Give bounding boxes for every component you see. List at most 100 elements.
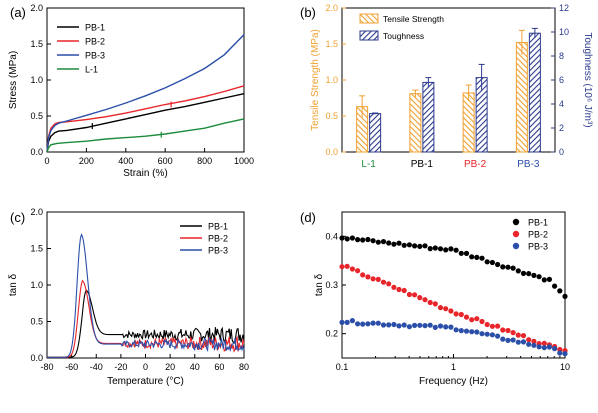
panel-label: (b) [300,5,316,20]
y-tick-label: 0.3 [325,280,338,290]
data-point [417,322,423,328]
data-point [396,240,402,246]
plot-frame [46,7,245,153]
series-line [46,34,245,153]
data-point [370,238,376,244]
data-point [406,324,412,330]
data-point [479,255,485,261]
data-point [484,331,490,337]
y-tick-label-right: 6 [559,75,564,85]
data-point [531,342,537,348]
y-tick-label: 0.5 [30,317,43,327]
y-tick-label: 0.0 [30,353,43,363]
data-point [401,287,407,294]
y-tick-label: 2.0 [30,3,43,13]
data-point [391,284,397,290]
y-tick-label: 0.0 [30,147,43,157]
y-tick-label: 1.5 [30,244,43,254]
data-point [526,341,532,347]
data-point [541,345,547,351]
data-point [422,243,428,249]
data-point [339,235,345,241]
category-label: PB-3 [517,159,540,170]
y-tick-label: 1.5 [30,39,43,49]
y-tick-label: 2.0 [325,3,338,13]
x-tick-label: -20 [114,362,127,372]
data-point [370,276,376,282]
data-point [531,338,537,344]
data-point [495,261,501,268]
data-point [380,239,387,245]
x-tick-label: 1 [451,362,456,372]
data-point [489,259,495,266]
bar-toughness [528,32,541,153]
data-point [526,271,532,277]
data-point [520,339,527,345]
legend-label: PB-3 [528,242,548,252]
panel-label: (c) [10,210,25,225]
data-point [505,327,511,334]
x-axis-label: Strain (%) [123,168,167,179]
y-tick-label: 1.0 [325,75,338,85]
data-point [417,295,423,301]
y-axis-label-left: Tensile Strength (MPa) [310,29,321,131]
data-point [360,272,366,278]
data-point [406,242,412,248]
data-point [339,264,345,270]
y-tick-label: 0.5 [30,111,43,121]
data-point [458,311,464,318]
data-point [386,281,392,287]
data-point [380,322,387,328]
data-point [562,293,568,299]
data-point [531,272,537,278]
panel-label: (a) [10,5,26,20]
data-point [339,319,345,325]
data-point [406,291,412,298]
data-point [557,288,563,294]
data-point [443,247,449,253]
x-tick-label: 400 [118,156,133,166]
data-point [422,297,428,303]
data-point [432,324,438,330]
x-tick-label: -60 [65,362,78,372]
legend-swatch [512,230,520,238]
data-point [515,268,521,274]
data-point [401,322,407,328]
series-line [47,233,245,358]
data-point [365,321,371,327]
y-tick-label: 1.5 [325,39,338,49]
data-point [500,264,506,270]
data-point [500,336,506,342]
data-point [360,321,366,327]
x-tick-label: 20 [165,362,175,372]
data-point [546,344,553,350]
data-point [355,321,361,327]
x-tick-label: 60 [214,362,224,372]
x-tick-label: -80 [40,362,53,372]
data-point [541,277,547,283]
y-axis-label: Stress (MPa) [8,51,19,109]
data-point [401,242,407,248]
legend-label: PB-1 [85,23,105,33]
y-axis-label-right: Toughness (10⁶ J/m³) [582,32,593,127]
x-tick-label: 0 [44,156,49,166]
legend-label: PB-3 [208,246,228,256]
data-point [443,324,449,330]
data-point [448,308,454,314]
data-point [375,276,381,282]
y-tick-label: 2.0 [30,207,43,217]
data-point [474,329,480,335]
legend-label: PB-1 [208,222,228,232]
data-point [469,329,475,335]
data-point [479,331,485,337]
series-line [46,85,245,153]
data-point [515,332,521,338]
data-point [375,320,381,326]
data-point [437,305,444,311]
panel-label: (d) [300,210,316,225]
data-point [526,337,532,343]
data-point [349,266,355,272]
data-point [448,246,454,252]
data-point [427,299,433,306]
series-line [46,93,245,153]
